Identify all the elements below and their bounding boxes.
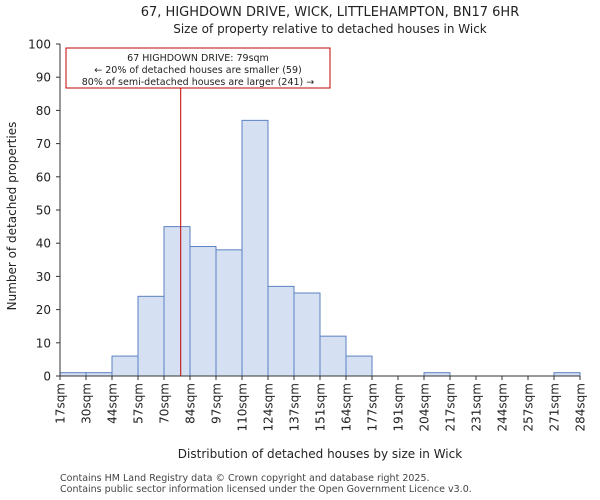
x-tick-label-231sqm: 231sqm: [470, 383, 484, 431]
x-tick-label-191sqm: 191sqm: [392, 383, 406, 431]
bar-137sqm: [293, 292, 321, 377]
x-tick-label-44sqm: 44sqm: [106, 383, 120, 424]
x-tick-label-137sqm: 137sqm: [288, 383, 302, 431]
y-tick-label-60: 60: [36, 170, 51, 184]
annotation-box: 67 HIGHDOWN DRIVE: 79sqm ← 20% of detach…: [65, 47, 331, 89]
bar-110sqm: [241, 119, 269, 377]
bar-70sqm: [163, 226, 191, 377]
x-axis-label: Distribution of detached houses by size …: [178, 447, 462, 461]
y-axis-label: Number of detached properties: [5, 122, 19, 311]
y-tick-label-30: 30: [36, 270, 51, 284]
x-tick-label-124sqm: 124sqm: [262, 383, 276, 431]
y-axis: 0 10 20 30 40 50 60 70 80 90 100: [28, 38, 60, 384]
x-tick-label-271sqm: 271sqm: [548, 383, 562, 431]
y-tick-label-90: 90: [36, 71, 51, 85]
bar-124sqm: [267, 285, 295, 377]
x-tick-label-284sqm: 284sqm: [574, 383, 588, 431]
x-axis: 17sqm 30sqm 44sqm 57sqm 70sqm 84sqm 97sqm 110sq…: [54, 376, 588, 431]
x-tick-label-164sqm: 164sqm: [340, 383, 354, 431]
x-tick-label-204sqm: 204sqm: [418, 383, 432, 431]
x-tick-label-97sqm: 97sqm: [210, 383, 224, 424]
bar-97sqm: [215, 249, 243, 377]
y-tick-label-100: 100: [28, 38, 51, 52]
bar-57sqm: [137, 295, 165, 377]
footer-line-2: Contains public sector information licen…: [60, 484, 472, 495]
x-tick-label-57sqm: 57sqm: [132, 383, 146, 424]
y-tick-label-50: 50: [36, 204, 51, 218]
y-tick-label-80: 80: [36, 104, 51, 118]
annotation-line-1: 67 HIGHDOWN DRIVE: 79sqm: [127, 53, 269, 64]
y-tick-label-20: 20: [36, 303, 51, 317]
y-tick-label-70: 70: [36, 137, 51, 151]
x-tick-label-84sqm: 84sqm: [184, 383, 198, 424]
bar-164sqm: [345, 355, 373, 377]
bar-44sqm: [111, 355, 139, 377]
x-tick-label-244sqm: 244sqm: [496, 383, 510, 431]
y-tick-label-40: 40: [36, 237, 51, 251]
x-tick-label-257sqm: 257sqm: [522, 383, 536, 431]
chart-subtitle: Size of property relative to detached ho…: [173, 22, 487, 36]
chart-title: 67, HIGHDOWN DRIVE, WICK, LITTLEHAMPTON,…: [141, 5, 520, 20]
x-tick-label-177sqm: 177sqm: [366, 383, 380, 431]
bar-84sqm: [189, 246, 217, 377]
x-tick-label-110sqm: 110sqm: [236, 383, 250, 431]
bars-group: [59, 119, 581, 377]
footer-line-1: Contains HM Land Registry data © Crown c…: [60, 473, 430, 484]
annotation-line-2: ← 20% of detached houses are smaller (59…: [94, 65, 301, 76]
x-tick-label-70sqm: 70sqm: [158, 383, 172, 424]
x-tick-label-17sqm: 17sqm: [54, 383, 68, 424]
y-tick-label-0: 0: [43, 370, 51, 384]
y-tick-label-10: 10: [36, 336, 51, 350]
x-tick-label-217sqm: 217sqm: [444, 383, 458, 431]
x-tick-label-30sqm: 30sqm: [80, 383, 94, 424]
x-tick-label-151sqm: 151sqm: [314, 383, 328, 431]
bar-151sqm: [319, 335, 347, 377]
annotation-line-3: 80% of semi-detached houses are larger (…: [82, 77, 315, 88]
